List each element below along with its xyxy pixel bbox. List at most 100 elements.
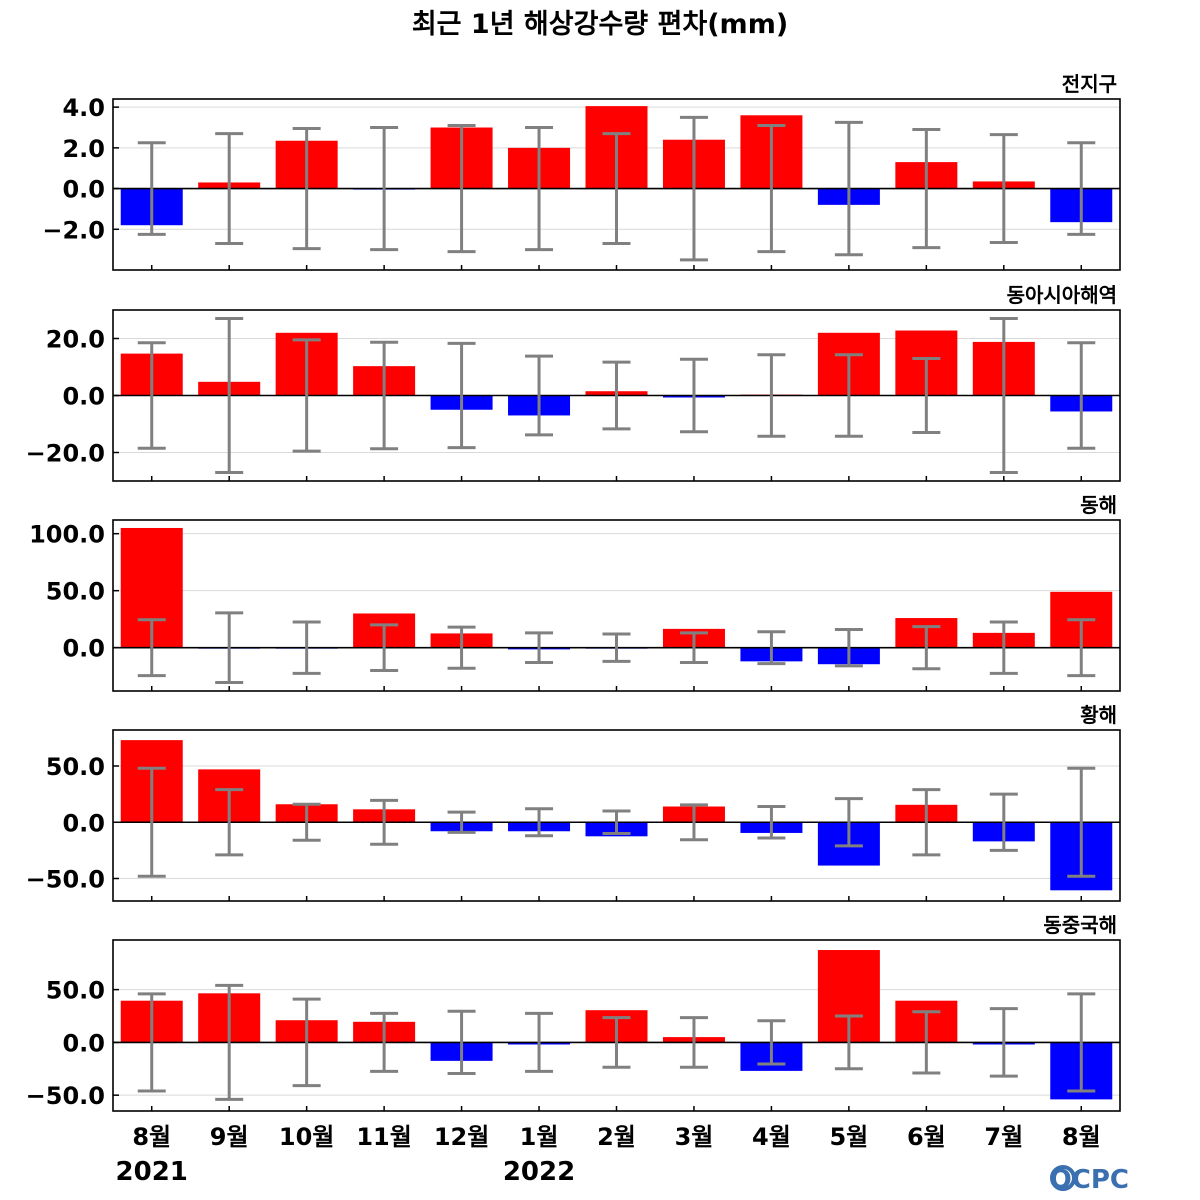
error-bar — [679, 357, 708, 434]
error-bar — [215, 983, 244, 1101]
error-bar — [912, 1010, 941, 1075]
y-tick-label: 0.0 — [62, 635, 105, 663]
error-bar — [447, 1009, 476, 1076]
error-bar — [215, 132, 244, 246]
error-bar — [292, 802, 321, 842]
x-tick-label: 1월 — [520, 1123, 559, 1151]
error-bar — [834, 353, 863, 438]
y-tick-label: 50.0 — [46, 753, 105, 781]
error-bar — [137, 992, 166, 1093]
error-bar — [137, 341, 166, 450]
error-bar — [834, 627, 863, 668]
y-tick-label: 0.0 — [62, 1029, 105, 1057]
error-bar — [525, 1011, 554, 1073]
panel-title: 동아시아해역 — [1007, 283, 1117, 307]
error-bar — [679, 631, 708, 664]
error-bar — [370, 1011, 399, 1073]
x-tick-label: 6월 — [907, 1123, 946, 1151]
logo-text: OCPC — [1050, 1165, 1129, 1195]
panel-frame — [112, 729, 1121, 902]
error-bar — [525, 126, 554, 252]
panel-title: 동해 — [1080, 493, 1117, 517]
y-tick-label: −50.0 — [26, 1082, 105, 1110]
error-bar — [447, 123, 476, 254]
error-bar — [912, 788, 941, 857]
panel-title: 전지구 — [1062, 72, 1117, 96]
x-tick-label: 12월 — [434, 1123, 489, 1151]
error-bar — [215, 317, 244, 474]
x-tick-label: 8월 — [1062, 1123, 1101, 1151]
error-bar — [602, 360, 631, 431]
panel-3: 동해 0.0 50.0 100.0 — [29, 493, 1121, 692]
y-tick-label: 100.0 — [29, 521, 105, 549]
panel-frame — [112, 98, 1121, 271]
x-tick-label: 3월 — [675, 1123, 714, 1151]
error-bar — [602, 809, 631, 835]
panel-5: 동중국해 −50.0 0.0 50.0 — [26, 913, 1121, 1112]
y-tick-label: 4.0 — [62, 94, 105, 122]
error-bar — [525, 807, 554, 838]
y-tick-label: 20.0 — [46, 326, 105, 354]
error-bar — [602, 1016, 631, 1069]
panel-title: 황해 — [1080, 703, 1117, 727]
error-bar — [757, 123, 786, 254]
error-bar — [912, 625, 941, 671]
error-bar — [989, 317, 1018, 474]
panel-frame — [112, 939, 1121, 1112]
panel-2: 동아시아해역 −20.0 0.0 20.0 — [26, 283, 1121, 482]
error-bar — [679, 803, 708, 842]
error-bar — [679, 1016, 708, 1069]
error-bar — [912, 128, 941, 250]
error-bar — [1067, 341, 1096, 450]
y-tick-label: 0.0 — [62, 809, 105, 837]
error-bar — [1067, 618, 1096, 678]
error-bar — [370, 798, 399, 846]
x-tick-label: 4월 — [752, 1123, 791, 1151]
error-bar — [370, 340, 399, 451]
panel-1: 전지구 −2.0 0.0 2.0 4.0 — [42, 72, 1121, 271]
error-bar — [757, 630, 786, 666]
error-bar — [215, 611, 244, 684]
x-tick-label: 9월 — [210, 1123, 249, 1151]
panel-4: 황해 −50.0 0.0 50.0 — [26, 703, 1121, 902]
error-bar — [912, 356, 941, 435]
error-bar — [447, 341, 476, 450]
ocpc-logo: OCPC — [1050, 1165, 1129, 1195]
x-tick-label: 5월 — [829, 1123, 868, 1151]
error-bar — [602, 132, 631, 246]
error-bar — [447, 810, 476, 834]
x-tick-label: 7월 — [984, 1123, 1023, 1151]
y-tick-label: 50.0 — [46, 578, 105, 606]
error-bar — [679, 115, 708, 262]
y-tick-label: 2.0 — [62, 135, 105, 163]
error-bar — [137, 766, 166, 878]
error-bar — [757, 353, 786, 438]
error-bar — [215, 788, 244, 857]
panel-title: 동중국해 — [1043, 913, 1117, 937]
year-label: 2021 — [116, 1157, 188, 1187]
error-bar — [292, 127, 321, 251]
x-tick-label: 11월 — [356, 1123, 411, 1151]
y-tick-label: −2.0 — [42, 216, 105, 244]
y-tick-label: −20.0 — [26, 440, 105, 468]
y-tick-label: 0.0 — [62, 176, 105, 204]
error-bar — [834, 797, 863, 848]
error-bar — [137, 141, 166, 236]
error-bar — [834, 120, 863, 257]
error-bar — [1067, 141, 1096, 236]
error-bar — [989, 133, 1018, 245]
error-bar — [1067, 992, 1096, 1093]
error-bar — [525, 631, 554, 664]
error-bar — [989, 620, 1018, 675]
error-bar — [447, 625, 476, 670]
error-bar — [370, 126, 399, 252]
error-bar — [370, 623, 399, 672]
error-bar — [757, 805, 786, 840]
y-tick-label: 50.0 — [46, 977, 105, 1005]
error-bar — [1067, 766, 1096, 878]
y-tick-label: −50.0 — [26, 866, 105, 894]
error-bar — [989, 792, 1018, 852]
x-tick-label: 10월 — [279, 1123, 334, 1151]
error-bar — [292, 338, 321, 453]
